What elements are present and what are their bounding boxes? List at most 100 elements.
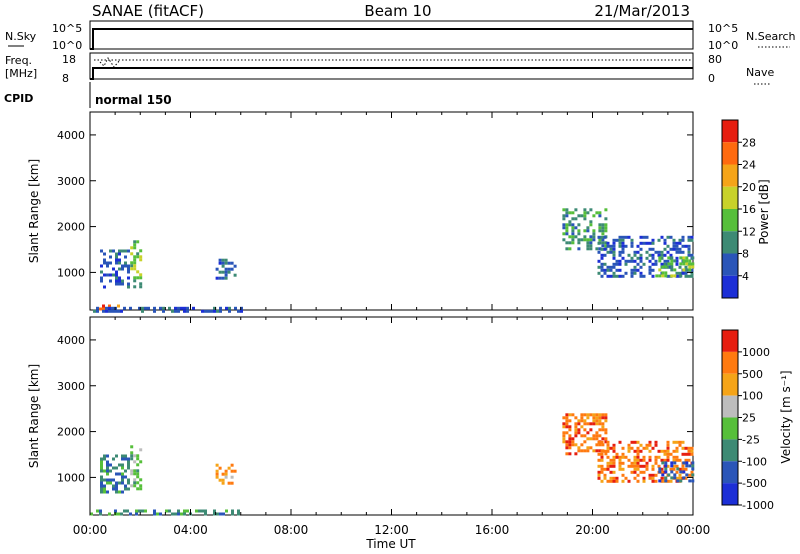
velocity-cell <box>595 419 599 423</box>
power-cell <box>565 223 569 227</box>
velocity-cell <box>109 481 112 485</box>
power-cell <box>129 306 132 310</box>
velocity-cell <box>592 437 596 441</box>
power-cell <box>666 259 670 263</box>
velocity-cell <box>678 476 682 480</box>
velocity-cell <box>687 452 691 456</box>
velocity-cell <box>565 440 569 444</box>
power-cell <box>571 211 575 215</box>
power-cell <box>682 262 686 266</box>
velocity-cell <box>230 475 234 479</box>
velocity-cell <box>606 464 610 468</box>
power-cell <box>648 265 652 269</box>
power-cell <box>639 271 643 275</box>
velocity-cell <box>580 425 584 429</box>
power-cell <box>565 229 569 233</box>
velocity-cell <box>601 425 605 429</box>
velocity-cell <box>678 440 682 444</box>
velocity-cell <box>120 512 123 516</box>
power-cell <box>688 265 692 269</box>
power-cell <box>139 258 143 262</box>
velocity-cell <box>118 481 121 485</box>
power-cell <box>565 247 569 251</box>
power-cell <box>589 244 593 248</box>
power-cell <box>171 309 174 313</box>
velocity-colorbar-segment <box>722 351 738 374</box>
velocity-cell <box>583 434 587 438</box>
velocity-cell <box>675 470 679 474</box>
velocity-ytick-label: 2000 <box>57 426 85 439</box>
power-cell <box>571 241 575 245</box>
power-cell <box>139 249 143 253</box>
power-cell <box>183 309 186 313</box>
velocity-cell <box>130 472 134 476</box>
velocity-cell <box>124 487 127 491</box>
velocity-colorbar-tick-label: 100 <box>742 390 763 403</box>
power-cell <box>678 241 682 245</box>
power-cell <box>624 244 628 248</box>
velocity-cell <box>654 440 658 444</box>
velocity-cell <box>645 461 649 465</box>
velocity-cell <box>664 467 668 471</box>
power-cell <box>675 247 679 251</box>
power-cell <box>661 265 665 269</box>
velocity-cell <box>562 422 566 426</box>
power-cell <box>174 309 177 313</box>
power-cell <box>115 252 118 256</box>
velocity-cell <box>639 443 643 447</box>
velocity-cell <box>678 443 682 447</box>
power-cell <box>670 268 674 272</box>
power-cell <box>598 223 602 227</box>
power-x-ticks <box>89 112 694 310</box>
power-cell <box>565 232 569 236</box>
power-cell <box>133 258 137 262</box>
velocity-cell <box>227 466 231 470</box>
velocity-cell <box>690 446 694 450</box>
power-cell <box>666 244 670 248</box>
velocity-cell <box>124 484 127 488</box>
velocity-cell <box>136 472 140 476</box>
power-cell <box>612 253 616 257</box>
velocity-cell <box>595 443 599 447</box>
velocity-cell <box>565 422 569 426</box>
velocity-cell <box>675 455 679 459</box>
velocity-cell <box>224 475 228 479</box>
velocity-cell <box>612 458 616 462</box>
power-cell <box>669 235 673 239</box>
power-cell <box>105 309 108 313</box>
power-cell <box>592 232 596 236</box>
power-cell <box>648 271 652 275</box>
velocity-cell <box>218 478 222 482</box>
power-cell <box>675 274 679 278</box>
power-cell <box>658 256 662 260</box>
velocity-y-axis: 4000 3000 2000 1000 <box>57 334 693 484</box>
velocity-cell <box>153 512 156 516</box>
power-cell <box>571 232 575 236</box>
velocity-cell <box>100 457 103 461</box>
velocity-cell <box>663 452 667 456</box>
velocity-cell <box>595 434 599 438</box>
power-cell <box>118 282 121 286</box>
velocity-colorbar-segment <box>722 417 738 440</box>
power-cell <box>115 279 118 283</box>
power-cell <box>586 238 590 242</box>
velocity-data-layer <box>90 413 695 516</box>
velocity-cell <box>121 466 124 470</box>
power-cell <box>233 264 237 268</box>
velocity-cell <box>139 460 143 464</box>
velocity-cell <box>648 443 652 447</box>
power-cell <box>577 238 581 242</box>
power-cell <box>114 309 117 313</box>
velocity-cell <box>604 413 608 417</box>
power-cell <box>133 240 137 244</box>
power-colorbar-segment <box>722 164 738 187</box>
power-cell <box>100 270 103 274</box>
velocity-cell <box>670 464 674 468</box>
power-cell <box>618 262 622 266</box>
velocity-cell <box>165 509 168 513</box>
power-cell <box>664 265 668 269</box>
velocity-cell <box>601 428 605 432</box>
power-cell <box>583 211 587 215</box>
power-cell <box>577 229 581 233</box>
power-cell <box>234 306 237 310</box>
